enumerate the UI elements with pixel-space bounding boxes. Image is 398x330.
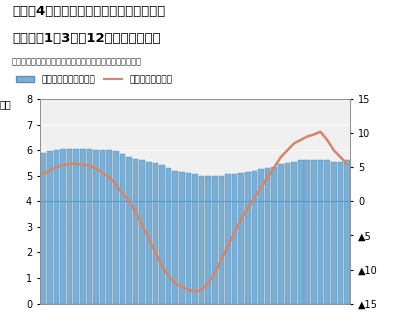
Bar [232,175,238,304]
Bar [205,176,211,304]
Bar [238,173,244,304]
Bar [298,160,304,304]
Bar [331,162,337,304]
Bar [119,154,125,304]
Bar [40,153,46,304]
Bar [159,166,165,304]
Bar [291,162,297,304]
Bar [192,175,198,304]
Bar [113,151,119,304]
Bar [60,149,66,304]
Bar [53,150,59,304]
Bar [245,172,251,304]
Legend: 新築分譲戸建て（左）, 前年同月比（右）: 新築分譲戸建て（左）, 前年同月比（右） [12,72,176,88]
Bar [172,171,178,304]
Bar [252,171,257,304]
Bar [73,149,79,304]
Text: （首都圏1都3県、12ヶ月移動累計）: （首都圏1都3県、12ヶ月移動累計） [12,32,160,45]
Bar [93,150,99,304]
Bar [133,159,139,304]
Text: 資料：国土交通省の公表を基にニッセイ基礎研究所が作成: 資料：国土交通省の公表を基にニッセイ基礎研究所が作成 [12,57,142,66]
Bar [278,164,284,304]
Bar [285,163,290,304]
Bar [106,150,112,304]
Bar [185,173,191,304]
Bar [166,168,172,304]
Bar [126,156,132,304]
Bar [311,160,317,304]
Bar [318,160,323,304]
Bar [265,168,271,304]
Bar [80,149,86,304]
Bar [324,160,330,304]
Bar [212,176,218,304]
Text: ［図表4］新築分譲戸建ての新設着工戸数: ［図表4］新築分譲戸建ての新設着工戸数 [12,5,165,17]
Bar [344,160,350,304]
Bar [86,149,92,304]
Bar [258,169,264,304]
Bar [139,160,145,304]
Text: 万戸: 万戸 [0,99,11,109]
Bar [47,151,53,304]
Bar [304,160,310,304]
Bar [179,172,185,304]
Bar [67,149,72,304]
Bar [199,176,205,304]
Bar [152,163,158,304]
Bar [271,167,277,304]
Bar [225,175,231,304]
Bar [338,162,343,304]
Bar [100,150,105,304]
Bar [146,162,152,304]
Bar [219,176,224,304]
